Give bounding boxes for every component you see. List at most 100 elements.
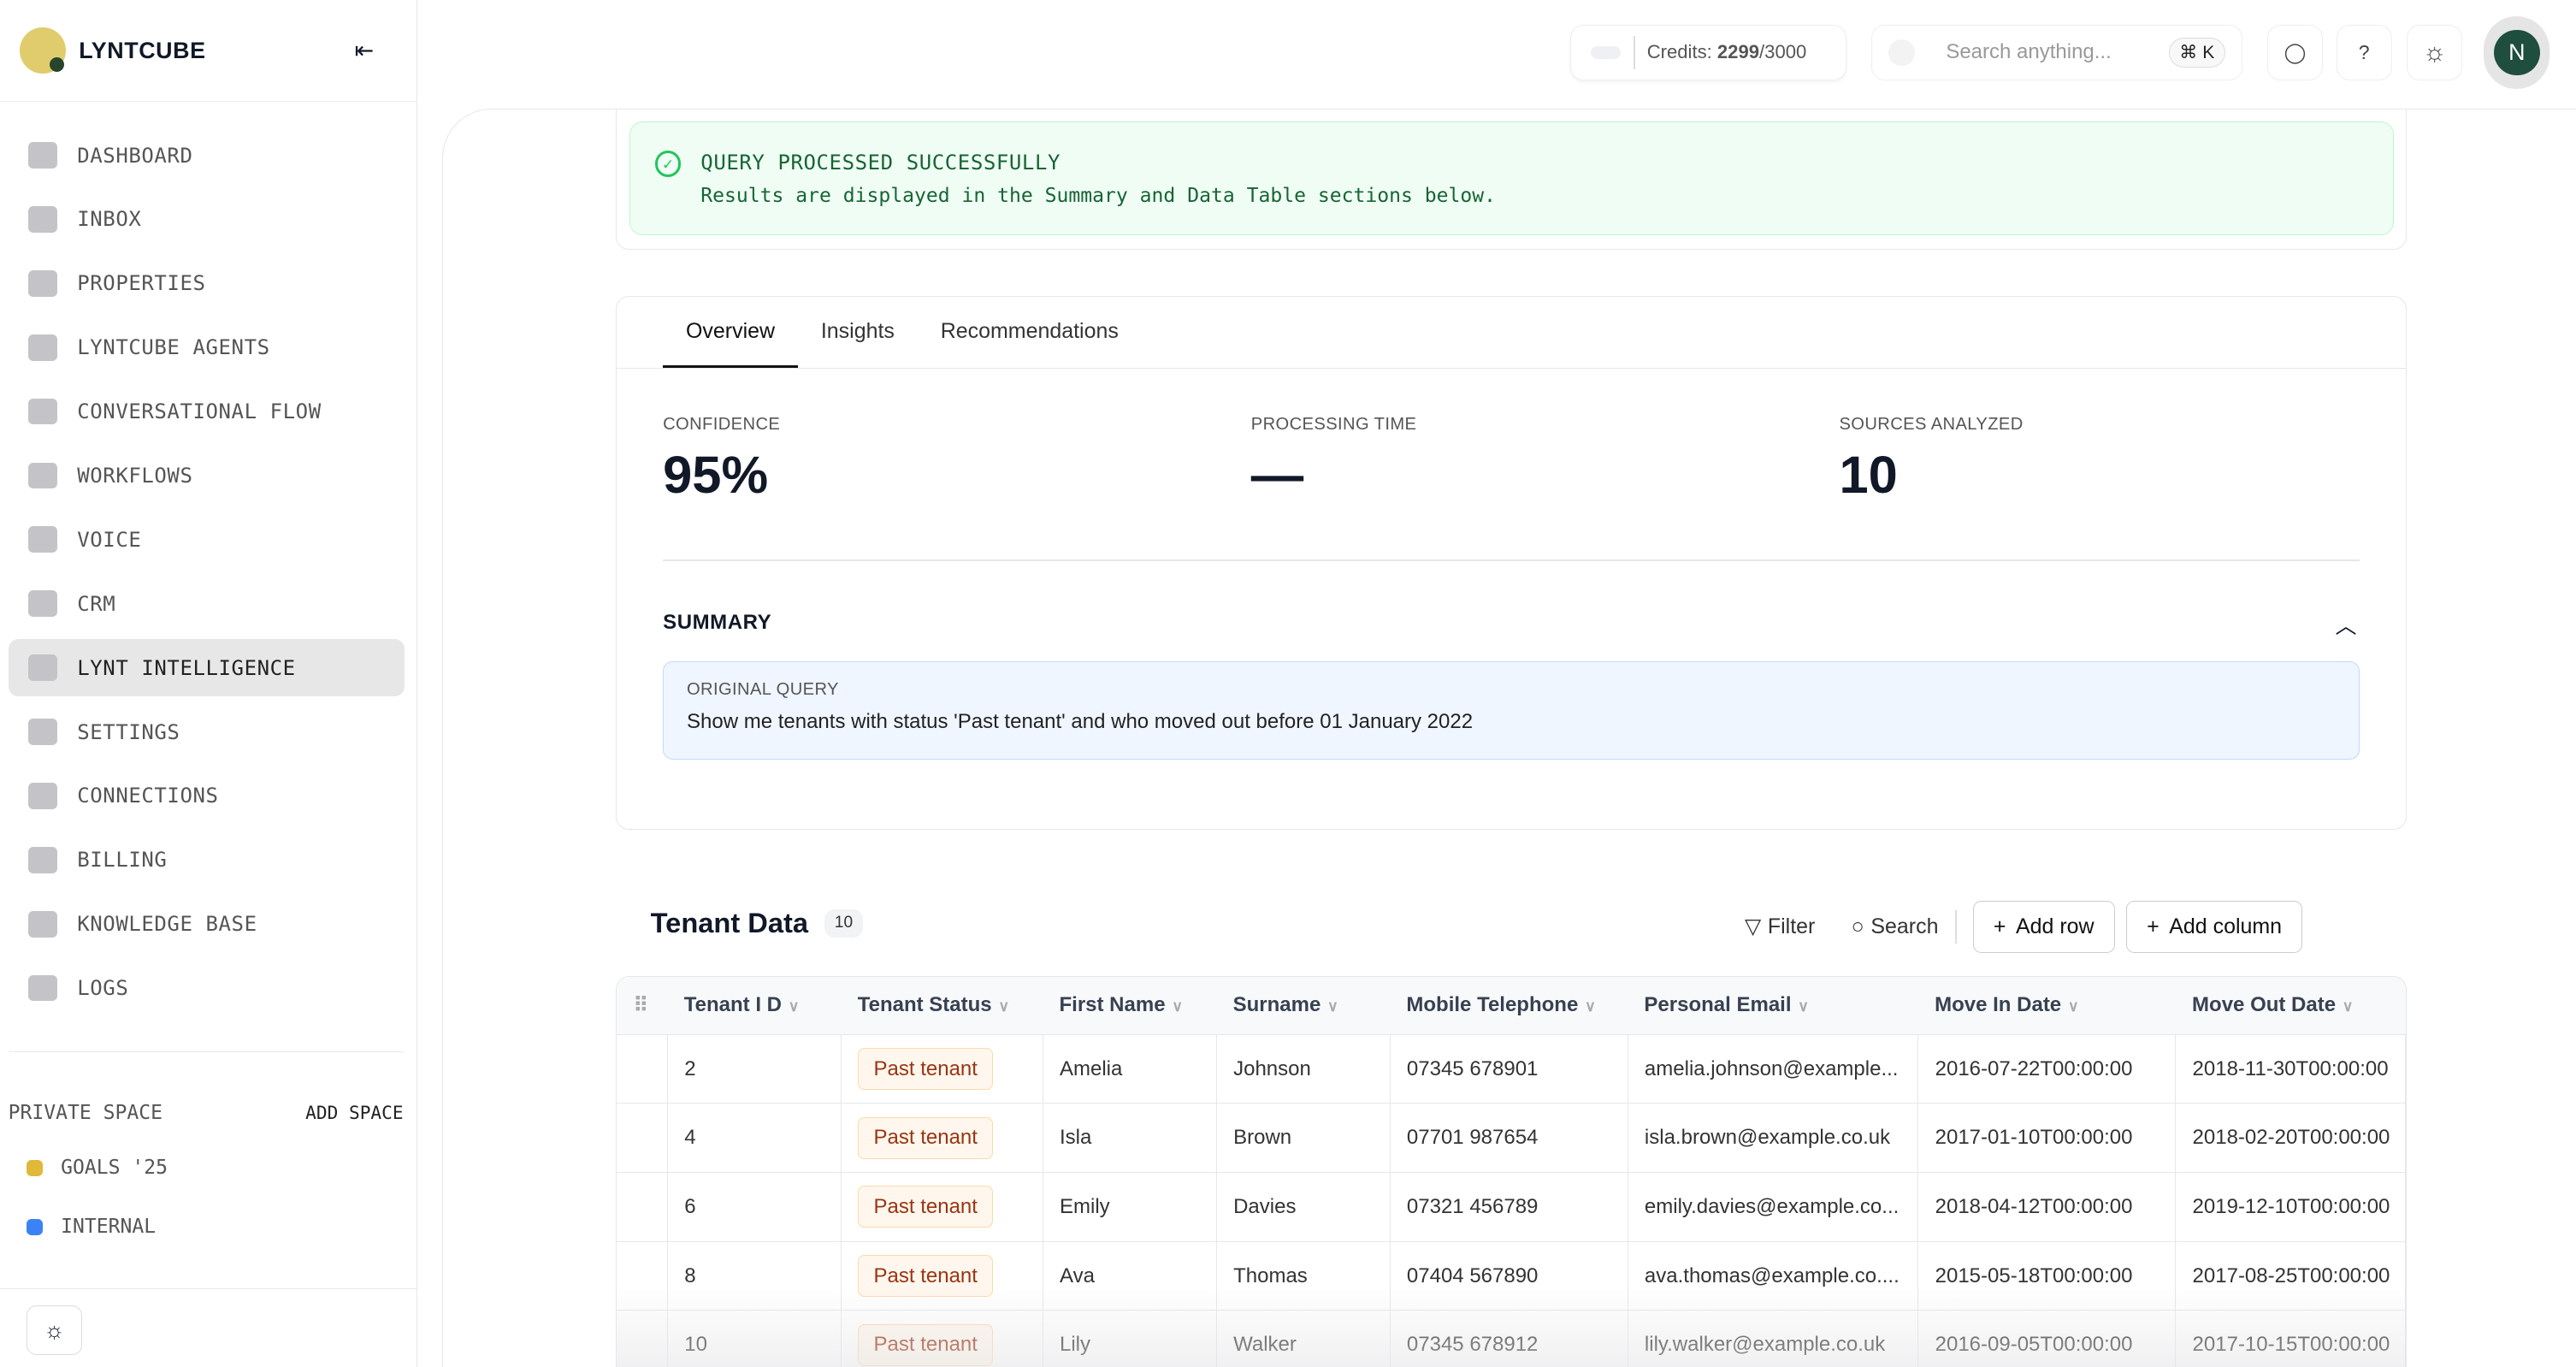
table-cell[interactable]: lily.walker@example.co.uk (1628, 1310, 1919, 1367)
sidebar-item-knowledge-base[interactable]: KNOWLEDGE BASE (9, 896, 405, 953)
chevron-down-icon[interactable]: ∨ (1584, 997, 1596, 1015)
table-row[interactable]: 2 Past tenant Amelia Johnson 07345 678901 ame… (617, 1034, 2407, 1104)
table-cell[interactable]: 2018-11-30T00:00:00 (2175, 1034, 2407, 1104)
table-cell[interactable]: isla.brown@example.co.uk (1628, 1103, 1919, 1174)
table-cell[interactable]: 2 (667, 1034, 842, 1104)
column-header[interactable]: Tenant I D ∨ (667, 977, 842, 1035)
chevron-up-icon[interactable]: ︿ (2335, 613, 2357, 638)
table-cell[interactable]: Amelia (1043, 1034, 1217, 1104)
table-cell[interactable]: Johnson (1216, 1034, 1391, 1104)
table-cell[interactable]: Past tenant (841, 1310, 1043, 1367)
table-search-button[interactable]: ○ Search (1852, 914, 1939, 939)
column-header[interactable]: Move In Date ∨ (1917, 977, 2176, 1035)
avatar[interactable]: N (2484, 16, 2550, 89)
add-row-button[interactable]: + Add row (1972, 900, 2115, 954)
chevron-down-icon[interactable]: ∨ (1172, 997, 1183, 1015)
row-handle[interactable] (617, 1310, 669, 1367)
row-handle[interactable] (617, 1241, 669, 1311)
column-header[interactable]: First Name ∨ (1043, 977, 1217, 1035)
table-cell[interactable]: 8 (667, 1241, 842, 1311)
column-header[interactable]: Surname ∨ (1216, 977, 1391, 1035)
table-cell[interactable]: Davies (1216, 1172, 1391, 1242)
chevron-down-icon[interactable]: ∨ (788, 997, 800, 1015)
row-handle[interactable] (617, 1034, 669, 1104)
sidebar-item-properties[interactable]: PROPERTIES (9, 255, 405, 312)
table-cell[interactable]: Thomas (1216, 1241, 1391, 1311)
sun-icon[interactable]: ☼ (2407, 24, 2463, 81)
column-header[interactable]: Tenant Status ∨ (841, 977, 1043, 1035)
space-item-internal[interactable]: INTERNAL (26, 1216, 156, 1238)
sidebar-item-dashboard[interactable]: DASHBOARD (9, 127, 405, 184)
table-cell[interactable]: ava.thomas@example.co.... (1628, 1241, 1919, 1311)
table-cell[interactable]: emily.davies@example.co... (1628, 1172, 1919, 1242)
sidebar-item-voice[interactable]: VOICE (9, 511, 405, 568)
table-cell[interactable]: 2019-12-10T00:00:00 (2175, 1172, 2407, 1242)
row-handle[interactable] (617, 1172, 669, 1242)
table-row[interactable]: 4 Past tenant Isla Brown 07701 987654 isla.br… (617, 1103, 2407, 1174)
help-icon[interactable]: ? (2336, 24, 2392, 81)
table-cell[interactable]: 07345 678912 (1390, 1310, 1628, 1367)
add-space-button[interactable]: ADD SPACE (305, 1102, 404, 1123)
table-cell[interactable]: 2018-04-12T00:00:00 (1917, 1172, 2177, 1242)
table-cell[interactable]: 2015-05-18T00:00:00 (1917, 1241, 2177, 1311)
sun-icon[interactable]: ☼ (26, 1305, 83, 1355)
chevron-down-icon[interactable]: ∨ (998, 997, 1009, 1015)
tab-recommendations[interactable]: Recommendations (940, 318, 1119, 343)
sidebar-item-settings[interactable]: SETTINGS (9, 703, 405, 760)
collapse-sidebar-icon[interactable]: ⇤ (354, 37, 374, 63)
table-cell[interactable]: 10 (667, 1310, 842, 1367)
table-cell[interactable]: 2017-01-10T00:00:00 (1917, 1103, 2177, 1174)
table-cell[interactable]: 2018-02-20T00:00:00 (2175, 1103, 2407, 1174)
sidebar-item-connections[interactable]: CONNECTIONS (9, 767, 405, 825)
table-cell[interactable]: Past tenant (841, 1172, 1043, 1242)
table-cell[interactable]: 2016-09-05T00:00:00 (1917, 1310, 2177, 1367)
table-row[interactable]: 10 Past tenant Lily Walker 07345 678912 lily.… (617, 1310, 2407, 1367)
global-search[interactable]: Search anything... ⌘ K (1870, 24, 2242, 81)
table-cell[interactable]: Past tenant (841, 1241, 1043, 1311)
tab-insights[interactable]: Insights (820, 318, 895, 343)
row-handle[interactable] (617, 1103, 669, 1174)
table-cell[interactable]: Past tenant (841, 1103, 1043, 1174)
sidebar-item-billing[interactable]: BILLING (9, 831, 405, 889)
tab-overview[interactable]: Overview (663, 297, 798, 369)
column-header[interactable]: Mobile Telephone ∨ (1390, 977, 1628, 1035)
filter-button[interactable]: ▽ Filter (1745, 914, 1815, 939)
table-cell[interactable]: 2017-10-15T00:00:00 (2175, 1310, 2407, 1367)
table-cell[interactable]: 07404 567890 (1390, 1241, 1628, 1311)
sidebar-item-lyntcube-agents[interactable]: LYNTCUBE AGENTS (9, 319, 405, 376)
sidebar-item-workflows[interactable]: WORKFLOWS (9, 447, 405, 504)
credits-indicator[interactable]: Credits: 2299/3000 (1570, 24, 1847, 81)
table-cell[interactable]: 07321 456789 (1390, 1172, 1628, 1242)
table-cell[interactable]: amelia.johnson@example... (1628, 1034, 1919, 1104)
column-header[interactable]: Move Out Date ∨ (2175, 977, 2406, 1035)
chevron-down-icon[interactable]: ∨ (1798, 997, 1809, 1015)
table-cell[interactable]: 2016-07-22T00:00:00 (1917, 1034, 2177, 1104)
add-column-button[interactable]: + Add column (2126, 900, 2303, 954)
space-item-goals[interactable]: GOALS '25 (26, 1157, 168, 1179)
chevron-down-icon[interactable]: ∨ (1326, 997, 1338, 1015)
table-cell[interactable]: Emily (1043, 1172, 1217, 1242)
table-cell[interactable]: 6 (667, 1172, 842, 1242)
table-cell[interactable]: 4 (667, 1103, 842, 1174)
chat-icon[interactable]: ◯ (2266, 24, 2324, 81)
column-header[interactable]: Personal Email ∨ (1628, 977, 1918, 1035)
sidebar-item-crm[interactable]: CRM (9, 575, 405, 632)
chevron-down-icon[interactable]: ∨ (2342, 997, 2354, 1015)
sidebar-item-lynt-intelligence[interactable]: LYNT INTELLIGENCE (8, 639, 405, 697)
chevron-down-icon[interactable]: ∨ (2067, 997, 2079, 1015)
table-cell[interactable]: Brown (1216, 1103, 1391, 1174)
table-cell[interactable]: 2017-08-25T00:00:00 (2175, 1241, 2407, 1311)
table-cell[interactable]: Walker (1216, 1310, 1391, 1367)
table-row[interactable]: 6 Past tenant Emily Davies 07321 456789 emily… (617, 1172, 2407, 1242)
sidebar-item-inbox[interactable]: INBOX (9, 191, 405, 248)
drag-handle-icon[interactable]: ⠿ (617, 977, 668, 1035)
table-cell[interactable]: 07345 678901 (1390, 1034, 1628, 1104)
search-input[interactable]: Search anything... (1946, 40, 2112, 64)
table-cell[interactable]: Ava (1043, 1241, 1217, 1311)
table-cell[interactable]: Past tenant (841, 1034, 1043, 1104)
table-cell[interactable]: Isla (1043, 1103, 1217, 1174)
sidebar-item-conversational-flow[interactable]: CONVERSATIONAL FLOW (9, 382, 405, 440)
sidebar-item-logs[interactable]: LOGS (9, 959, 405, 1016)
table-cell[interactable]: Lily (1043, 1310, 1217, 1367)
table-cell[interactable]: 07701 987654 (1390, 1103, 1628, 1174)
